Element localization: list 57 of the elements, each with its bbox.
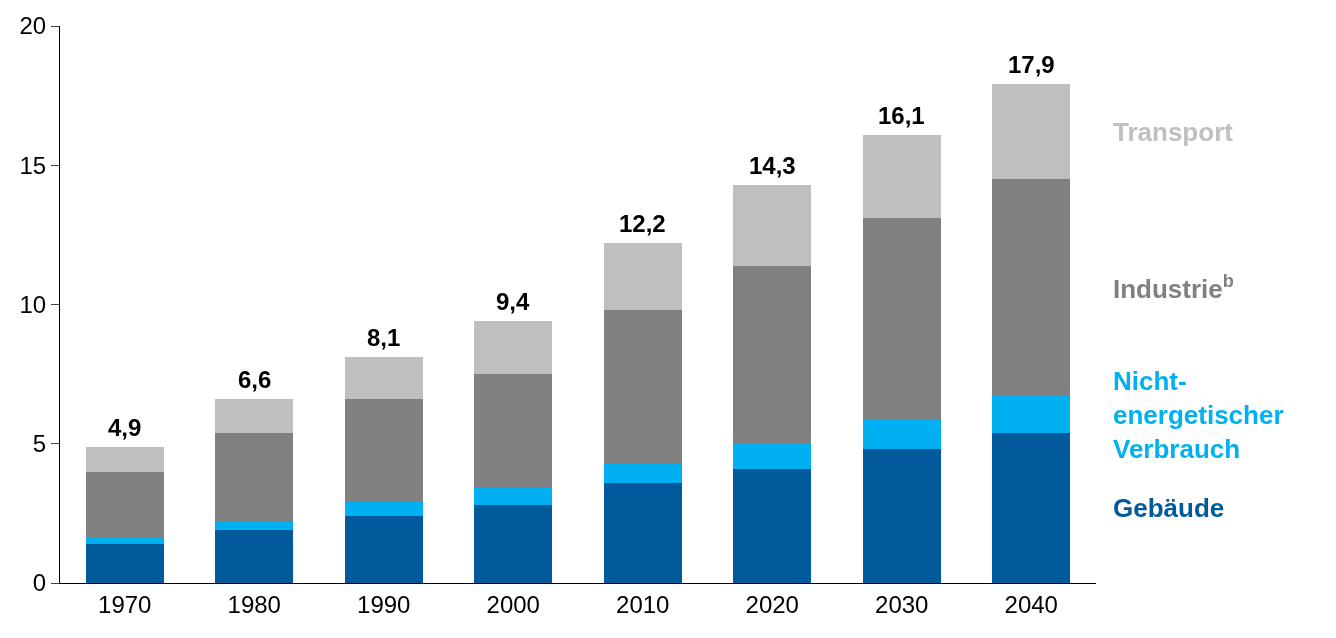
bar [344,516,423,583]
y-tick-label: 0 [32,569,47,597]
bar [603,482,682,583]
bar [474,374,553,489]
bar [992,432,1071,583]
bar [733,265,812,444]
bar [85,446,164,472]
total-label: 8,1 [367,324,401,351]
x-tick-label: 1990 [357,590,411,618]
x-tick-label: 1980 [227,590,281,618]
bar [474,505,553,583]
series-label: Industrie$^{b}$ [1113,271,1234,304]
total-label: 14,3 [749,152,796,179]
bar [85,538,164,545]
bar [215,530,294,583]
total-label: 17,9 [1008,51,1055,78]
x-tick-label: 2000 [486,590,540,618]
bar [603,243,682,311]
bar [733,468,812,583]
bar [992,396,1071,433]
total-label: 4,9 [108,414,142,441]
bar [603,463,682,483]
bar [85,471,164,539]
bar [344,502,423,517]
bar [733,443,812,469]
bar [603,310,682,464]
y-tick-label: 10 [19,290,47,318]
series-label: Gebäude [1113,493,1225,523]
bar [862,218,941,419]
bar [215,399,294,433]
bar [862,449,941,583]
x-tick-label: 2020 [745,590,799,618]
bar [862,134,941,219]
y-tick-label: 20 [19,12,47,40]
bar [215,521,294,531]
y-tick-label: 5 [32,430,47,458]
bar [474,488,553,506]
x-tick-label: 1970 [98,590,152,618]
bar [85,544,164,583]
total-label: 16,1 [878,102,925,129]
bar [992,84,1071,180]
y-tick-label: 15 [19,151,47,179]
bar [215,432,294,522]
bar [344,399,423,503]
total-label: 6,6 [238,366,272,393]
x-tick-label: 2030 [875,590,929,618]
bar [474,321,553,375]
bar [862,418,941,450]
series-label: Transport [1113,117,1234,147]
bar [992,179,1071,397]
series-label: Nicht-energetischer Verbrauch [1113,366,1284,464]
bar [344,357,423,400]
bar [733,184,812,266]
total-label: 12,2 [619,210,666,237]
x-tick-label: 2040 [1004,590,1058,618]
x-tick-label: 2010 [616,590,670,618]
total-label: 9,4 [496,288,531,315]
